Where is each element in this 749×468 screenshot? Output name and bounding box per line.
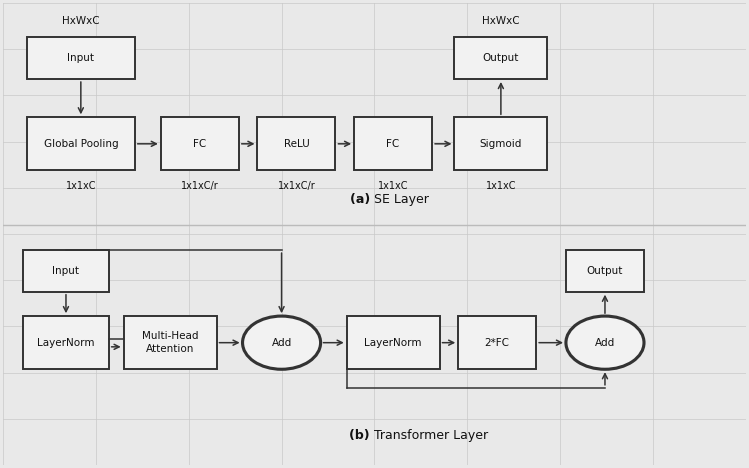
FancyBboxPatch shape [27,37,135,79]
FancyBboxPatch shape [23,316,109,369]
Text: Sigmoid: Sigmoid [479,139,522,149]
Text: SE Layer: SE Layer [374,193,429,206]
Text: (a): (a) [350,193,374,206]
Text: ReLU: ReLU [284,139,309,149]
FancyBboxPatch shape [455,117,548,170]
Text: Output: Output [586,266,623,276]
FancyBboxPatch shape [27,117,135,170]
Text: HxWxC: HxWxC [482,16,520,26]
FancyBboxPatch shape [258,117,336,170]
Text: Global Pooling: Global Pooling [43,139,118,149]
Text: Multi-Head
Attention: Multi-Head Attention [142,331,198,354]
FancyBboxPatch shape [347,316,440,369]
Text: Transformer Layer: Transformer Layer [374,429,488,442]
Text: FC: FC [386,139,400,149]
Text: LayerNorm: LayerNorm [364,338,422,348]
Text: 1x1xC/r: 1x1xC/r [278,181,315,190]
Ellipse shape [243,316,321,369]
Text: HxWxC: HxWxC [62,16,100,26]
Text: 1x1xC: 1x1xC [485,181,516,190]
FancyBboxPatch shape [455,37,548,79]
FancyBboxPatch shape [566,250,644,292]
FancyBboxPatch shape [23,250,109,292]
Text: Add: Add [595,338,615,348]
Text: 1x1xC: 1x1xC [377,181,408,190]
Text: Input: Input [67,53,94,63]
Text: LayerNorm: LayerNorm [37,338,94,348]
Text: 1x1xC/r: 1x1xC/r [181,181,219,190]
FancyBboxPatch shape [124,316,216,369]
FancyBboxPatch shape [458,316,536,369]
Text: Add: Add [271,338,291,348]
Text: Output: Output [482,53,519,63]
Text: 2*FC: 2*FC [485,338,509,348]
Text: Input: Input [52,266,79,276]
Ellipse shape [566,316,644,369]
FancyBboxPatch shape [354,117,432,170]
Text: 1x1xC: 1x1xC [66,181,96,190]
FancyBboxPatch shape [161,117,239,170]
Text: FC: FC [193,139,207,149]
Text: (b): (b) [350,429,374,442]
